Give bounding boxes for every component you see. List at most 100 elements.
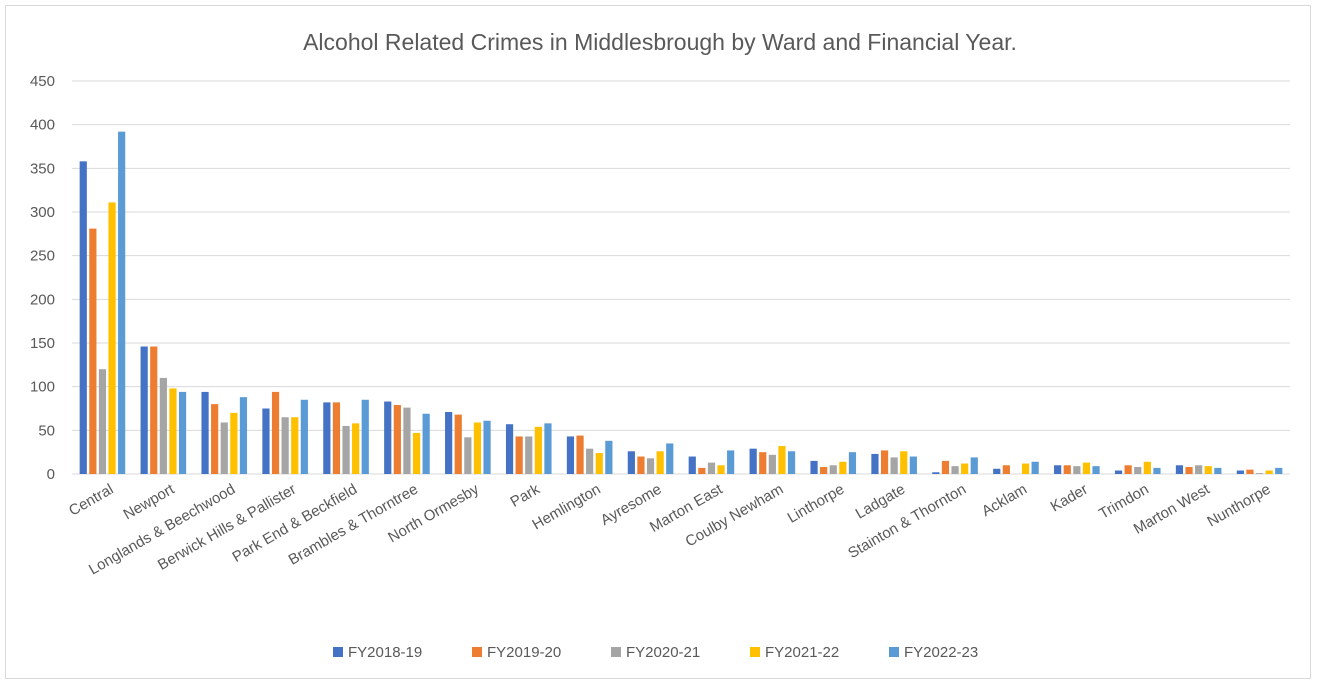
bar: [1054, 465, 1062, 474]
bar: [544, 423, 552, 474]
bar: [140, 346, 148, 474]
bar: [566, 436, 575, 474]
bar: [1214, 467, 1222, 474]
legend-swatch: [333, 647, 343, 657]
bar: [727, 450, 735, 474]
y-tick-label: 250: [30, 248, 55, 265]
bar: [951, 466, 959, 474]
bar: [332, 402, 341, 474]
bar: [89, 228, 97, 474]
bar: [159, 377, 167, 474]
bar: [1275, 467, 1283, 474]
y-tick-label: 200: [30, 291, 55, 308]
y-tick-label: 300: [30, 204, 55, 221]
bar: [820, 467, 828, 474]
bar: [900, 451, 908, 474]
bar: [525, 436, 533, 474]
bar: [403, 407, 411, 474]
bar: [829, 465, 837, 474]
bar: [1092, 466, 1100, 474]
bar: [1002, 465, 1010, 474]
bar: [118, 131, 126, 475]
bar: [759, 452, 767, 474]
y-axis: 0 50 100 150 200 250 300 350 400 450: [30, 73, 55, 483]
bar: [717, 465, 725, 474]
bar: [464, 437, 472, 474]
bar: [646, 458, 655, 474]
bar: [848, 452, 857, 474]
bar: [576, 435, 584, 474]
bar: [586, 448, 594, 474]
legend-label: FY2019-20: [487, 644, 561, 661]
bar: [473, 422, 482, 474]
legend-swatch: [889, 647, 899, 657]
legend-swatch: [750, 647, 760, 657]
bar: [1031, 461, 1039, 474]
bar: [698, 467, 706, 474]
bar: [961, 463, 969, 474]
bar: [637, 456, 645, 474]
bar: [201, 391, 209, 474]
y-tick-label: 50: [38, 422, 55, 439]
x-tick-label: Linthorpe: [785, 481, 848, 527]
bar: [515, 436, 523, 474]
bar: [1204, 466, 1212, 474]
bar: [1246, 469, 1254, 474]
x-tick-label: Nunthorpe: [1204, 481, 1273, 531]
gridlines: [72, 80, 1290, 475]
bar: [1063, 465, 1071, 474]
bar: [262, 408, 270, 474]
y-tick-label: 150: [30, 335, 55, 352]
bar: [291, 417, 299, 474]
bar: [810, 460, 818, 474]
legend-label: FY2020-21: [626, 644, 700, 661]
bar: [150, 346, 158, 474]
chart-frame: [5, 5, 1311, 679]
bar: [281, 417, 289, 474]
bar: [79, 161, 87, 474]
bar: [656, 451, 664, 474]
bar: [239, 397, 248, 474]
x-tick-label: Kader: [1048, 481, 1091, 516]
bar: [1185, 467, 1193, 474]
bar: [505, 424, 514, 474]
x-tick-label: Acklam: [979, 481, 1030, 520]
bar: [454, 414, 462, 474]
bar: [384, 401, 392, 474]
bar: [871, 453, 879, 474]
bar: [890, 457, 898, 474]
bar: [932, 472, 940, 474]
bar: [666, 443, 674, 474]
bar: [393, 405, 401, 474]
bar: [909, 456, 917, 474]
legend-label: FY2018-19: [348, 644, 422, 661]
bar: [1265, 470, 1273, 474]
bar: [211, 404, 219, 474]
bar: [300, 399, 308, 474]
bar: [1021, 463, 1030, 474]
legend-label: FY2022-23: [904, 644, 978, 661]
bar: [941, 460, 950, 474]
bar: [993, 468, 1001, 474]
legend-label: FY2021-22: [765, 644, 839, 661]
bar: [220, 422, 228, 474]
bar: [839, 461, 847, 474]
bar: [1195, 465, 1203, 474]
bar: [1236, 470, 1244, 474]
bar: [271, 391, 280, 474]
bar: [1124, 465, 1132, 474]
bar: [352, 423, 360, 474]
bar: [778, 446, 786, 474]
bar: [1082, 462, 1091, 474]
bar: [1153, 467, 1161, 474]
bar: [445, 411, 453, 474]
bar: [605, 440, 613, 474]
bar: [1255, 473, 1264, 474]
bar: [323, 402, 331, 474]
bar: [787, 451, 796, 474]
bar: [1175, 465, 1184, 474]
x-tick-label: Hemlington: [529, 481, 603, 534]
